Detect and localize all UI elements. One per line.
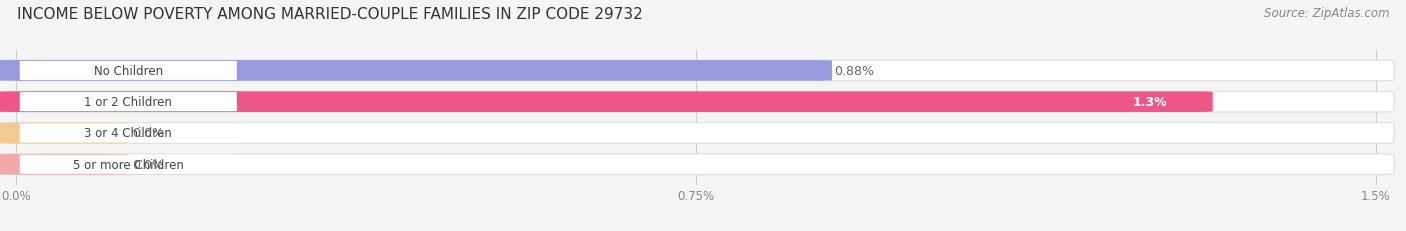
FancyBboxPatch shape bbox=[0, 123, 1393, 144]
Text: 5 or more Children: 5 or more Children bbox=[73, 158, 184, 171]
FancyBboxPatch shape bbox=[0, 123, 129, 144]
FancyBboxPatch shape bbox=[20, 155, 236, 174]
Text: No Children: No Children bbox=[94, 65, 163, 78]
FancyBboxPatch shape bbox=[0, 154, 129, 175]
FancyBboxPatch shape bbox=[0, 154, 1393, 175]
FancyBboxPatch shape bbox=[0, 61, 1393, 81]
Text: 0.0%: 0.0% bbox=[132, 127, 163, 140]
Text: 0.88%: 0.88% bbox=[834, 65, 875, 78]
Text: 0.0%: 0.0% bbox=[132, 158, 163, 171]
FancyBboxPatch shape bbox=[20, 124, 236, 143]
FancyBboxPatch shape bbox=[20, 61, 236, 81]
FancyBboxPatch shape bbox=[20, 93, 236, 112]
Text: INCOME BELOW POVERTY AMONG MARRIED-COUPLE FAMILIES IN ZIP CODE 29732: INCOME BELOW POVERTY AMONG MARRIED-COUPL… bbox=[17, 7, 643, 22]
Text: Source: ZipAtlas.com: Source: ZipAtlas.com bbox=[1264, 7, 1389, 20]
Text: 3 or 4 Children: 3 or 4 Children bbox=[84, 127, 172, 140]
FancyBboxPatch shape bbox=[0, 92, 1213, 112]
FancyBboxPatch shape bbox=[0, 92, 1393, 112]
Text: 1.3%: 1.3% bbox=[1133, 96, 1167, 109]
Text: 1 or 2 Children: 1 or 2 Children bbox=[84, 96, 172, 109]
FancyBboxPatch shape bbox=[0, 61, 832, 81]
